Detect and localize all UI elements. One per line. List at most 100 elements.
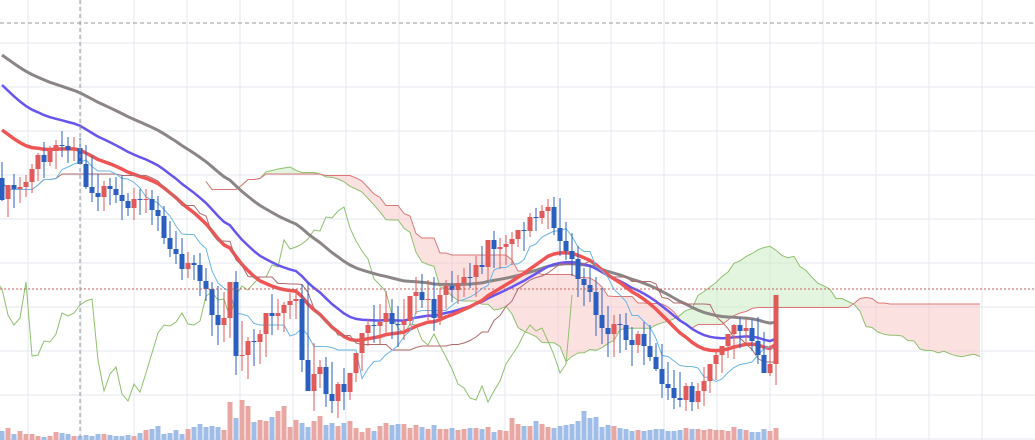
volume-bar [755, 432, 761, 440]
candle-body [311, 374, 317, 391]
volume-bar [281, 406, 287, 440]
candle [419, 274, 425, 308]
volume-bar [713, 430, 719, 440]
cloud-segment [542, 274, 548, 343]
candle-body [305, 360, 311, 391]
moving-average-slow [1, 53, 777, 325]
volume-bar [29, 434, 35, 440]
candle [719, 346, 725, 373]
candle-body [665, 384, 671, 388]
candle [569, 233, 575, 276]
volume-bar [701, 430, 707, 440]
candle-body [425, 299, 431, 300]
cloud-segment [836, 298, 842, 308]
candle-body [605, 328, 611, 334]
candle [101, 181, 107, 211]
candle [617, 314, 623, 353]
candle [83, 145, 89, 189]
volume-bar [425, 429, 431, 440]
cloud-segment [338, 175, 344, 182]
cloud-segment [698, 291, 704, 325]
cloud-segment [902, 304, 908, 341]
candle-body [575, 259, 581, 279]
candle [215, 286, 221, 345]
volume-bar [719, 430, 725, 440]
cloud-segment [746, 253, 752, 312]
candle [551, 197, 557, 235]
candle [395, 306, 401, 347]
candle-body [623, 325, 629, 340]
cloud-segment [734, 260, 740, 316]
candle [197, 253, 203, 296]
candle [191, 255, 197, 280]
volume-bar [227, 402, 233, 440]
cloud-segment [428, 238, 434, 267]
volume-bar [395, 424, 401, 440]
cloud-segment [692, 295, 698, 328]
candle-body [119, 195, 125, 201]
volume-bar [773, 428, 779, 440]
cloud-segment [872, 298, 878, 332]
volume-bar [623, 429, 629, 440]
volume-bar [731, 427, 737, 440]
candle-body [353, 353, 359, 373]
candle [263, 313, 269, 357]
kijun-sen-line [1, 173, 776, 363]
candle-body [53, 145, 59, 151]
candle [665, 362, 671, 400]
candle [671, 370, 677, 409]
volume-bar [629, 431, 635, 440]
candle-body [197, 265, 203, 281]
candle-body [17, 187, 23, 189]
volume-bars [0, 400, 779, 440]
candle-body [635, 334, 641, 345]
cloud-segment [530, 271, 536, 337]
cloud-segment [920, 304, 926, 351]
volume-bar [473, 428, 479, 440]
candle [347, 373, 353, 400]
candle-body [191, 263, 197, 265]
candle-body [713, 355, 719, 364]
volume-bar [131, 436, 137, 440]
cloud-segment [728, 263, 734, 320]
cloud-segment [968, 304, 974, 356]
candle [563, 222, 569, 260]
candle-body [515, 230, 521, 239]
candle-body [683, 386, 689, 400]
candle-body [437, 295, 443, 318]
volume-bar [461, 429, 467, 440]
candle-body [407, 296, 413, 321]
volume-bar [353, 428, 359, 440]
candle [497, 238, 503, 269]
volume-bar [413, 425, 419, 440]
volume-bar [581, 411, 587, 440]
volume-bar [167, 433, 173, 440]
candle-body [203, 281, 209, 289]
cloud-segment [554, 274, 560, 347]
cloud-segment [638, 303, 644, 329]
candle-body [767, 364, 773, 373]
candle-body [743, 328, 749, 331]
cloud-segment [764, 246, 770, 308]
cloud-segment [776, 250, 782, 308]
cloud-segment [350, 175, 356, 189]
candle-body [95, 193, 101, 197]
volume-bar [647, 430, 653, 440]
candle-body [527, 217, 533, 231]
volume-bar [0, 431, 5, 440]
candle-body [35, 155, 41, 169]
volume-bar [485, 427, 491, 440]
senkou-span-b-line [205, 173, 980, 329]
cloud-segment [770, 246, 776, 308]
volume-bar [53, 432, 59, 440]
volume-bar [515, 424, 521, 440]
candle-body [59, 145, 65, 146]
cloud-segment [644, 303, 650, 329]
candle [683, 383, 689, 411]
candle-body [299, 299, 305, 360]
candle [305, 282, 311, 391]
cloud-segment [620, 296, 626, 330]
